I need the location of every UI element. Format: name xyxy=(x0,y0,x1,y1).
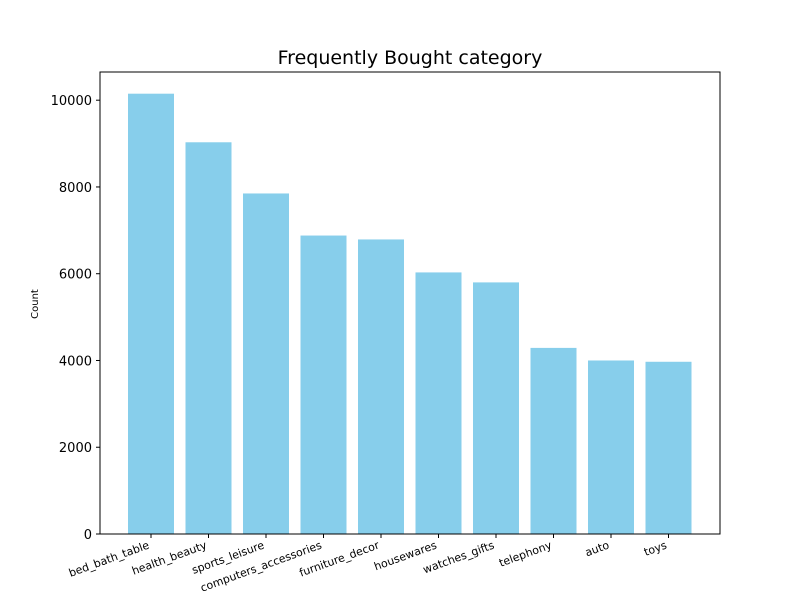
bar-watches_gifts xyxy=(473,282,519,534)
bar-health_beauty xyxy=(185,142,232,534)
bar-computers_accessories xyxy=(300,235,347,535)
bar-housewares xyxy=(415,272,462,534)
bar-telephony xyxy=(530,347,577,534)
bar-auto xyxy=(588,360,634,534)
y-tick-label: 0 xyxy=(84,528,92,543)
chart-title: Frequently Bought category xyxy=(278,47,543,69)
y-tick-label: 4000 xyxy=(59,354,92,369)
y-tick-label: 6000 xyxy=(59,268,92,283)
bar-sports_leisure xyxy=(243,193,289,534)
bars-layer xyxy=(128,93,692,535)
plot-area-frame xyxy=(99,71,721,535)
y-tick-label: 2000 xyxy=(59,441,92,456)
y-axis: 0 2000 4000 6000 8000 10000 xyxy=(51,94,100,543)
y-axis-label: Count xyxy=(30,289,41,319)
y-tick-label: 10000 xyxy=(51,94,92,109)
bar-toys xyxy=(645,361,692,534)
bar-furniture_decor xyxy=(358,239,404,535)
y-tick-label: 8000 xyxy=(59,181,92,196)
bar-bed_bath_table xyxy=(128,93,174,535)
